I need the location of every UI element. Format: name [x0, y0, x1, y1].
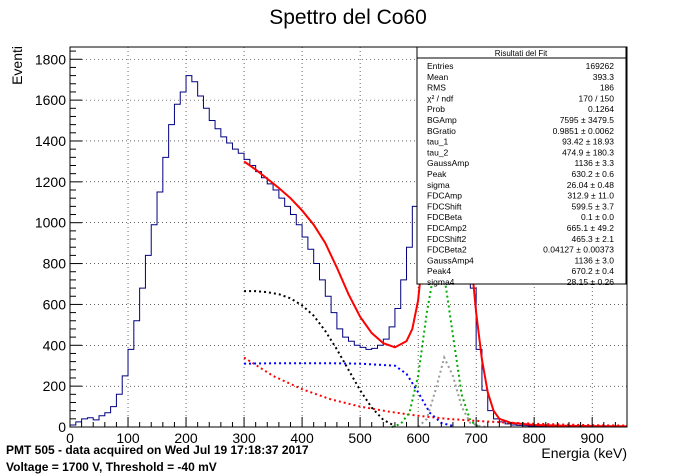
stats-row-value: 170 / 150 — [579, 93, 615, 103]
stats-row-label: χ² / ndf — [427, 93, 454, 103]
stats-row-value: 1136 ± 3.0 — [575, 255, 615, 265]
fit-component-curve — [244, 290, 396, 427]
stats-box-rows: Entries 169262 Mean 393.3 RMS 186 χ² / ndf 170 … — [427, 61, 614, 287]
x-tick-label: 200 — [174, 430, 198, 446]
stats-row-label: GaussAmp4 — [427, 255, 474, 265]
stats-row-value: 186 — [600, 83, 614, 93]
stats-row-value: 0.1 ± 0.0 — [581, 212, 614, 222]
fit-component-curve — [391, 261, 480, 428]
stats-row-label: Mean — [427, 72, 449, 82]
stats-row-label: Entries — [427, 61, 453, 71]
y-tick-label: 1400 — [35, 133, 66, 149]
stats-row-value: 93.42 ± 18.93 — [562, 137, 614, 147]
y-tick-label: 1800 — [35, 51, 66, 67]
caption-line-2: Voltage = 1700 V, Threshold = -40 mV — [6, 460, 217, 474]
y-axis-label: Eventi — [9, 46, 25, 85]
stats-row-label: BGratio — [427, 126, 456, 136]
stats-row-value: 599.5 ± 3.7 — [572, 201, 615, 211]
stats-row-value: 465.3 ± 2.1 — [572, 234, 615, 244]
stats-row-label: tau_2 — [427, 147, 449, 157]
stats-box: Risultati del Fit Entries 169262 Mean 393.3… — [416, 46, 627, 287]
stats-row-value: 630.2 ± 0.6 — [572, 169, 615, 179]
fit-component-curve — [244, 362, 454, 427]
stats-row-label: tau_1 — [427, 137, 449, 147]
stats-row-label: FDCAmp — [427, 191, 462, 201]
stats-row-label: BGAmp — [427, 115, 457, 125]
stats-row-value: 312.9 ± 11.0 — [567, 191, 614, 201]
stats-row-value: 0.9851 ± 0.0062 — [553, 126, 615, 136]
stats-row-value: 0.04127 ± 0.00373 — [543, 245, 614, 255]
stats-row-value: 1136 ± 3.3 — [575, 158, 615, 168]
stats-row-label: Prob — [427, 104, 445, 114]
x-tick-label: 800 — [522, 430, 546, 446]
stats-row-value: 0.1264 — [588, 104, 614, 114]
y-tick-label: 800 — [43, 256, 67, 272]
y-tick-label: 200 — [43, 378, 67, 394]
stats-row-value: 665.1 ± 49.2 — [567, 223, 614, 233]
stats-row-label: FDCBeta2 — [427, 245, 467, 255]
stats-row-label: FDCShift2 — [427, 234, 466, 244]
stats-row-label: RMS — [427, 83, 446, 93]
stats-box-frame — [416, 46, 627, 285]
y-tick-label: 0 — [58, 419, 66, 435]
x-tick-label: 500 — [348, 430, 372, 446]
x-tick-label: 700 — [464, 430, 488, 446]
x-tick-label: 600 — [406, 430, 430, 446]
stats-row-value: 28.15 ± 0.26 — [567, 277, 614, 287]
stats-row-label: FDCShift — [427, 201, 462, 211]
x-tick-label: 100 — [116, 430, 140, 446]
y-tick-label: 1600 — [35, 92, 66, 108]
stats-row-label: Peak — [427, 169, 447, 179]
stats-row-value: 393.3 — [593, 72, 615, 82]
fit-component-curve — [243, 356, 628, 427]
stats-row-label: GaussAmp — [427, 158, 469, 168]
stats-row-label: FDCBeta — [427, 212, 462, 222]
stats-row-label: sigma4 — [427, 277, 455, 287]
histogram — [69, 71, 627, 428]
stats-row-value: 26.04 ± 0.48 — [567, 180, 614, 190]
stats-row-value: 169262 — [586, 61, 615, 71]
stats-row-value: 7595 ± 3479.5 — [560, 115, 615, 125]
y-tick-label: 400 — [43, 337, 67, 353]
x-tick-label: 900 — [581, 430, 605, 446]
y-tick-label: 1000 — [35, 215, 66, 231]
stats-row-value: 474.9 ± 180.3 — [562, 147, 614, 157]
y-tick-label: 600 — [43, 296, 67, 312]
caption-line-1: PMT 505 - data acquired on Wed Jul 19 17… — [6, 443, 309, 457]
stats-row-label: sigma — [427, 180, 450, 190]
stats-row-value: 670.2 ± 0.4 — [572, 266, 615, 276]
chart-title: Spettro del Co60 — [269, 6, 427, 29]
x-tick-label: 300 — [232, 430, 256, 446]
x-tick-label: 400 — [290, 430, 314, 446]
fit-curves — [243, 69, 628, 428]
x-tick-label: 0 — [66, 430, 74, 446]
stats-row-label: Peak4 — [427, 266, 451, 276]
x-axis-label: Energia (keV) — [541, 445, 627, 461]
y-tick-label: 1200 — [35, 174, 66, 190]
axis-ticks: 0 100 200 300 400 500 600 700 800 900 0 200 400 600 80… — [35, 50, 616, 446]
fit-component-curve — [417, 354, 488, 428]
stats-box-title: Risultati del Fit — [495, 49, 548, 58]
histogram-line — [69, 71, 627, 428]
stats-row-label: FDCAmp2 — [427, 223, 467, 233]
